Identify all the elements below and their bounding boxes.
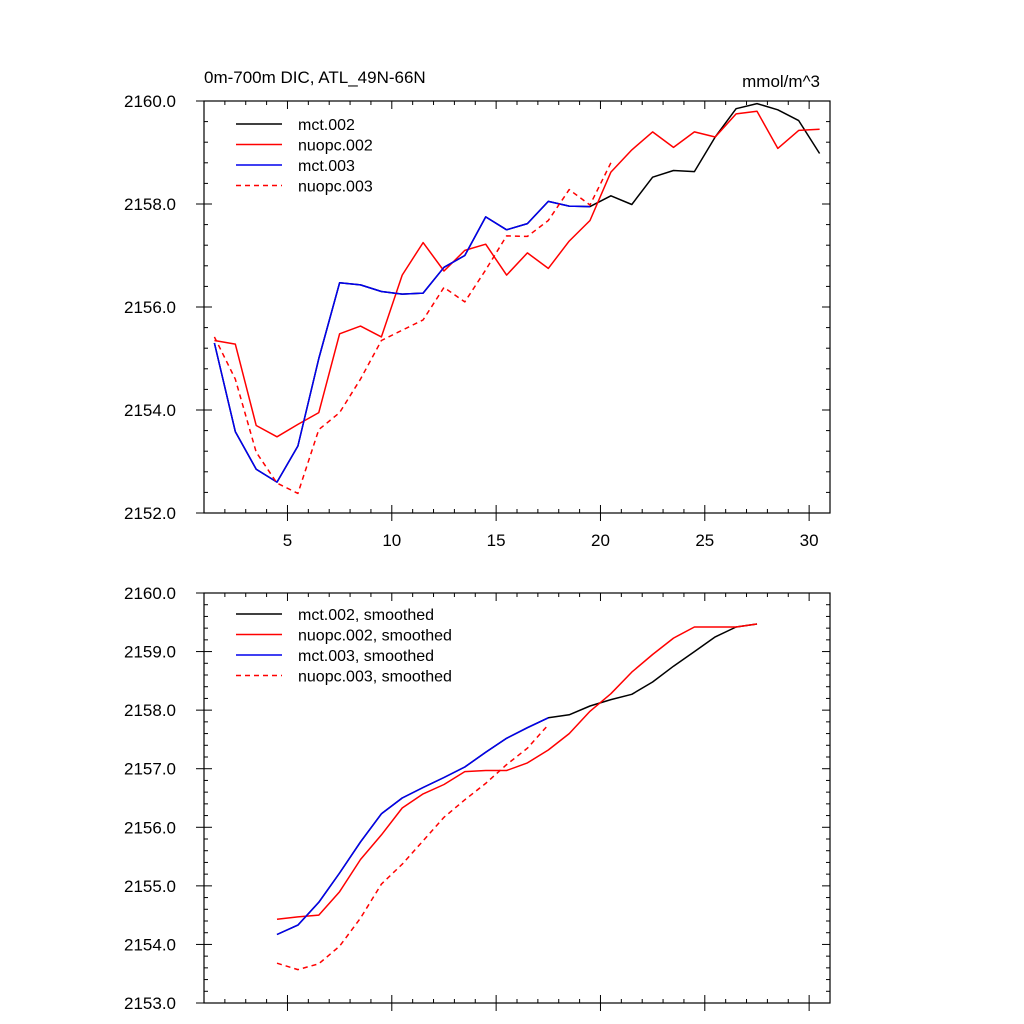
legend-label: mct.003, smoothed [298, 648, 434, 665]
bottom-panel: 2153.0 2154.0 2155.0 2156.0 2157.0 2158.0 2159… [124, 584, 831, 1013]
bottom-legend: mct.002, smoothed nuopc.002, smoothed mct.… [236, 607, 452, 686]
y-tick-label: 2152.0 [124, 504, 176, 523]
y-tick-label: 2160.0 [124, 584, 176, 603]
top-legend: mct.002 nuopc.002 mct.003 nuopc.003 [236, 117, 373, 196]
top-series-group [213, 102, 821, 495]
top-axis-ticks: 5 10 15 20 25 30 2152.0 2154.0 2156.0 2158.0 2160.… [124, 92, 831, 550]
legend-label: nuopc.003, smoothed [298, 669, 452, 686]
series-line-mct-003 [213, 200, 591, 483]
x-tick-label: 25 [695, 531, 714, 550]
y-tick-label: 2153.0 [124, 994, 176, 1013]
y-tick-label: 2156.0 [124, 818, 176, 837]
y-tick-label: 2156.0 [124, 298, 176, 317]
y-tick-label: 2158.0 [124, 701, 176, 720]
series-line-nuopc-002-smoothed [276, 623, 758, 920]
x-tick-label: 30 [800, 531, 819, 550]
legend-label: mct.002 [298, 117, 355, 134]
x-tick-label: 15 [487, 531, 506, 550]
x-tick-label: 20 [591, 531, 610, 550]
series-line-nuopc-003-smoothed [276, 724, 549, 971]
y-tick-label: 2155.0 [124, 877, 176, 896]
series-line-nuopc-003 [213, 162, 612, 495]
legend-label: nuopc.002 [298, 138, 373, 155]
bottom-axis-ticks: 2153.0 2154.0 2155.0 2156.0 2157.0 2158.0 2159… [124, 584, 831, 1013]
series-line-nuopc-002 [214, 110, 820, 438]
legend-label: mct.003 [298, 158, 355, 175]
y-tick-label: 2158.0 [124, 195, 176, 214]
y-tick-label: 2154.0 [124, 935, 176, 954]
series-line-mct-003-smoothed [276, 717, 549, 936]
x-tick-label: 5 [283, 531, 292, 550]
top-panel: 0m-700m DIC, ATL_49N-66N mmol/m^3 5 10 15 2… [124, 68, 831, 550]
y-tick-label: 2159.0 [124, 643, 176, 662]
top-chart-units: mmol/m^3 [742, 72, 820, 91]
top-chart-title: 0m-700m DIC, ATL_49N-66N [204, 68, 426, 87]
y-tick-label: 2157.0 [124, 760, 176, 779]
legend-label: nuopc.003 [298, 179, 373, 196]
legend-label: nuopc.002, smoothed [298, 628, 452, 645]
bottom-series-group [276, 623, 758, 971]
legend-label: mct.002, smoothed [298, 607, 434, 624]
x-tick-label: 10 [382, 531, 401, 550]
y-tick-label: 2154.0 [124, 401, 176, 420]
y-tick-label: 2160.0 [124, 92, 176, 111]
